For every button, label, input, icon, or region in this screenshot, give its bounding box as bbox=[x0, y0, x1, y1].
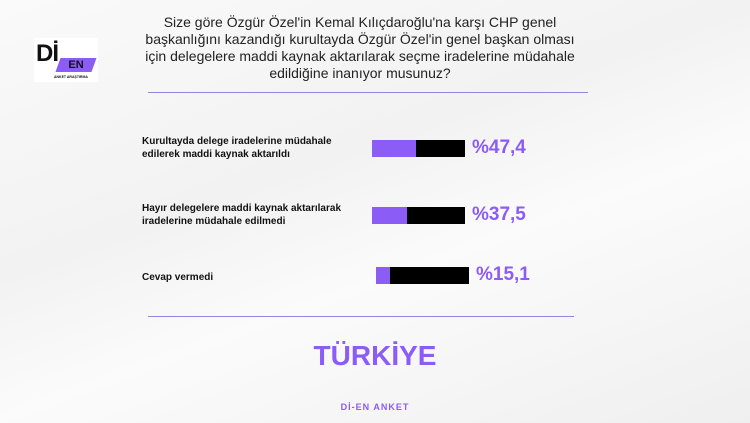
bar bbox=[376, 267, 391, 284]
value-label: %15,1 bbox=[476, 264, 530, 285]
divider-bottom bbox=[148, 316, 574, 317]
category-label: Kurultayda delege iradelerine müdahale e… bbox=[142, 136, 332, 160]
category-label: Cevap vermedi bbox=[142, 272, 214, 283]
bar-track bbox=[372, 140, 465, 157]
value-label: %37,5 bbox=[472, 204, 526, 225]
value-label: %47,4 bbox=[472, 137, 526, 158]
logo: Dİ EN ANKET ARAŞTIRMA bbox=[34, 38, 98, 82]
logo-sub: ANKET ARAŞTIRMA bbox=[54, 75, 88, 79]
question-title: Size göre Özgür Özel'in Kemal Kılıçdaroğ… bbox=[145, 14, 575, 81]
bar bbox=[372, 207, 407, 224]
footer-brand: Dİ-EN ANKET bbox=[340, 402, 410, 412]
logo-badge: EN bbox=[55, 58, 97, 72]
logo-main: Dİ bbox=[36, 40, 59, 67]
bar bbox=[372, 140, 417, 157]
bar-track bbox=[376, 267, 469, 284]
logo-badge-text: EN bbox=[68, 59, 84, 71]
divider-top bbox=[148, 92, 588, 93]
country-label: TÜRKİYE bbox=[313, 340, 437, 371]
category-label: Hayır delegelere maddi kaynak aktarılara… bbox=[142, 203, 342, 227]
bar-track bbox=[372, 207, 465, 224]
